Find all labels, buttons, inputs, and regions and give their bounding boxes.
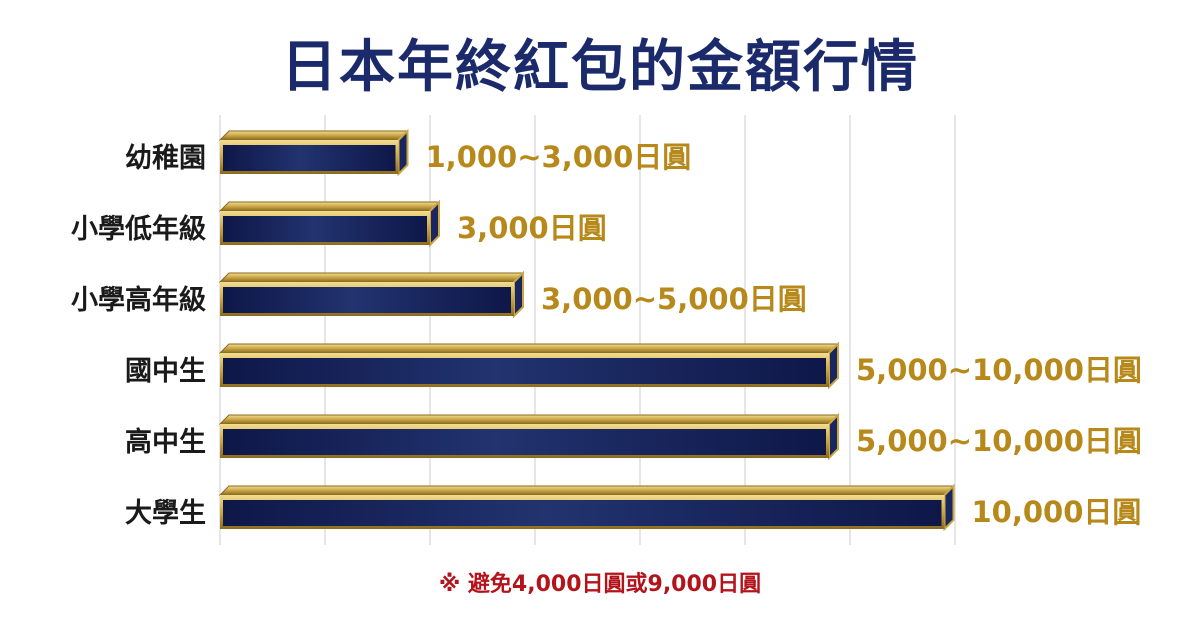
bar-side-face — [397, 128, 409, 177]
value-label: 5,000~10,000日圓 — [856, 424, 1142, 458]
bar — [218, 128, 409, 177]
bar-front-face — [223, 216, 427, 242]
bar-side-face — [828, 412, 839, 461]
bar-top-face — [218, 130, 409, 141]
bar — [218, 199, 441, 248]
bar-top-face — [218, 272, 525, 283]
value-label: 1,000~3,000日圓 — [426, 140, 692, 174]
bar-side-face — [513, 270, 524, 319]
value-label: 5,000~10,000日圓 — [856, 353, 1142, 387]
value-label: 3,000日圓 — [457, 211, 607, 245]
chart-title: 日本年終紅包的金額行情 — [281, 35, 919, 100]
bar — [218, 270, 525, 319]
category-label: 小學高年級 — [71, 284, 206, 316]
value-label: 10,000日圓 — [972, 495, 1142, 529]
bar-front-face — [223, 287, 511, 313]
bar-top-face — [218, 201, 441, 212]
category-label: 幼稚園 — [125, 143, 206, 174]
bar-top-face — [218, 485, 955, 496]
category-label: 小學低年級 — [71, 213, 206, 245]
bar-top-face — [218, 343, 840, 354]
category-label: 大學生 — [125, 498, 206, 529]
bar — [218, 412, 840, 461]
bar-side-face — [828, 341, 839, 390]
bar-side-face — [943, 483, 955, 532]
footnote: ※ 避免4,000日圓或9,000日圓 — [438, 572, 762, 597]
category-label: 高中生 — [125, 426, 206, 458]
gridlines — [219, 115, 956, 545]
bar-front-face — [223, 358, 826, 384]
bars — [218, 128, 955, 532]
bar-front-face — [223, 429, 826, 455]
bar — [218, 483, 955, 532]
bar-top-face — [218, 414, 840, 425]
value-label: 3,000~5,000日圓 — [541, 282, 807, 316]
category-label: 國中生 — [125, 356, 206, 387]
bar-side-face — [429, 199, 440, 248]
bar-front-face — [223, 145, 396, 171]
bar — [218, 341, 840, 390]
bar-front-face — [223, 500, 942, 526]
